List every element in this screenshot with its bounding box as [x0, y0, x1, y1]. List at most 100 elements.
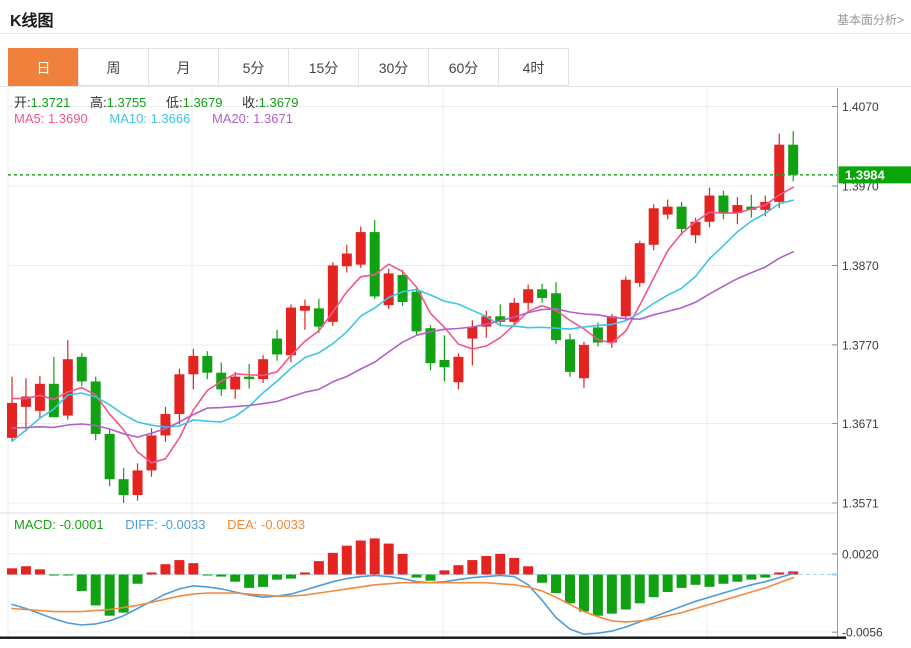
candle-body	[690, 221, 701, 236]
candle-body	[620, 279, 631, 317]
macd-histogram-bar	[62, 574, 73, 576]
macd-histogram-bar	[34, 569, 45, 575]
macd-histogram-bar	[341, 545, 352, 575]
macd-histogram-bar	[746, 574, 757, 580]
dea-line	[11, 576, 795, 623]
macd-histogram-bar	[411, 574, 422, 578]
macd-axis-label: -0.0056	[842, 626, 883, 640]
candle-body	[299, 305, 310, 311]
macd-histogram-bar	[299, 572, 310, 575]
candle-body	[676, 206, 687, 229]
candle-body	[62, 359, 73, 416]
candle-body	[188, 356, 199, 375]
macd-histogram-bar	[383, 543, 394, 575]
macd-histogram-bar	[286, 574, 296, 579]
candle-body	[732, 205, 743, 214]
macd-readout: MACD: -0.0001 DIFF: -0.0033 DEA: -0.0033	[14, 517, 323, 532]
candle-body	[258, 359, 269, 380]
candle-body	[272, 338, 283, 355]
candle-body	[453, 356, 464, 383]
tab-week[interactable]: 周	[78, 48, 149, 86]
close-value: 1.3679	[258, 95, 299, 110]
ma20-readout: MA20: 1.3671	[211, 111, 293, 126]
macd-histogram-bar	[606, 574, 617, 614]
page-header: K线图 基本面分析>	[0, 0, 911, 34]
price-axis-label: 1.3770	[842, 338, 879, 352]
candle-body	[76, 356, 87, 382]
macd-axis-label: 0.0020	[842, 547, 879, 561]
macd-histogram-bar	[676, 574, 687, 588]
low-value: 1.3679	[182, 95, 223, 110]
macd-histogram-bar	[174, 560, 185, 575]
macd-histogram-bar	[704, 574, 715, 587]
candle-body	[118, 479, 129, 496]
candle-body	[704, 195, 715, 222]
macd-histogram-bar	[718, 574, 729, 584]
low-label: 低:	[166, 95, 183, 110]
candle-body	[523, 289, 534, 303]
tab-30min[interactable]: 30分	[358, 48, 429, 86]
price-axis-label: 1.3870	[842, 259, 879, 273]
candle-body	[313, 308, 324, 327]
candle-body	[592, 327, 603, 343]
candle-body	[578, 344, 589, 379]
candle-body	[634, 243, 645, 283]
macd-histogram-bar	[453, 565, 464, 575]
dea-value: DEA: -0.0033	[227, 517, 306, 532]
open-label: 开:	[14, 95, 31, 110]
macd-histogram-bar	[76, 574, 87, 591]
candle-body	[104, 433, 115, 480]
macd-histogram-bar	[592, 574, 603, 616]
macd-histogram-bar	[104, 574, 115, 616]
macd-histogram-bar	[523, 566, 534, 575]
candle-body	[230, 376, 241, 390]
tab-5min[interactable]: 5分	[218, 48, 289, 86]
candle-body	[341, 253, 352, 267]
tab-month[interactable]: 月	[148, 48, 219, 86]
candle-body	[202, 356, 213, 373]
candle-body	[509, 302, 520, 322]
page-title: K线图	[10, 13, 54, 30]
macd-histogram-bar	[7, 568, 17, 575]
candle-body	[34, 383, 45, 411]
candle-body	[467, 326, 478, 339]
macd-value: MACD: -0.0001	[14, 517, 104, 532]
ma5-line	[11, 186, 795, 464]
candle-body	[551, 293, 562, 341]
tab-4hour[interactable]: 4时	[498, 48, 569, 86]
macd-histogram-bar	[634, 574, 645, 604]
candle-body	[160, 414, 171, 436]
macd-histogram-bar	[648, 574, 659, 598]
macd-histogram-bar	[258, 574, 269, 587]
candle-body	[774, 144, 785, 202]
candle-body	[537, 289, 548, 299]
macd-histogram-bar	[565, 574, 575, 604]
macd-histogram-bar	[551, 574, 562, 594]
candle-body	[48, 383, 59, 418]
fundamental-analysis-link[interactable]: 基本面分析>	[836, 13, 904, 27]
macd-histogram-bar	[188, 563, 199, 575]
macd-histogram-bar	[202, 574, 213, 576]
diff-line	[11, 572, 795, 636]
candle-body	[606, 316, 617, 343]
macd-histogram-bar	[230, 574, 241, 582]
candle-body	[7, 402, 17, 438]
candle-body	[495, 316, 506, 322]
candle-body	[20, 396, 31, 407]
macd-histogram-bar	[481, 555, 492, 575]
candle-body	[788, 144, 799, 175]
macd-histogram-bar	[620, 574, 631, 610]
macd-histogram-bar	[397, 553, 408, 575]
macd-histogram-bar	[90, 574, 101, 606]
macd-histogram-bar	[509, 558, 520, 575]
ma10-readout: MA10: 1.3666	[109, 111, 191, 126]
macd-histogram-bar	[662, 574, 673, 593]
candle-body	[286, 307, 296, 356]
candle-body	[355, 232, 366, 265]
candle-body	[481, 316, 492, 327]
macd-histogram-bar	[467, 560, 478, 575]
tab-15min[interactable]: 15分	[288, 48, 359, 86]
high-label: 高:	[90, 95, 107, 110]
macd-histogram-bar	[313, 561, 324, 575]
